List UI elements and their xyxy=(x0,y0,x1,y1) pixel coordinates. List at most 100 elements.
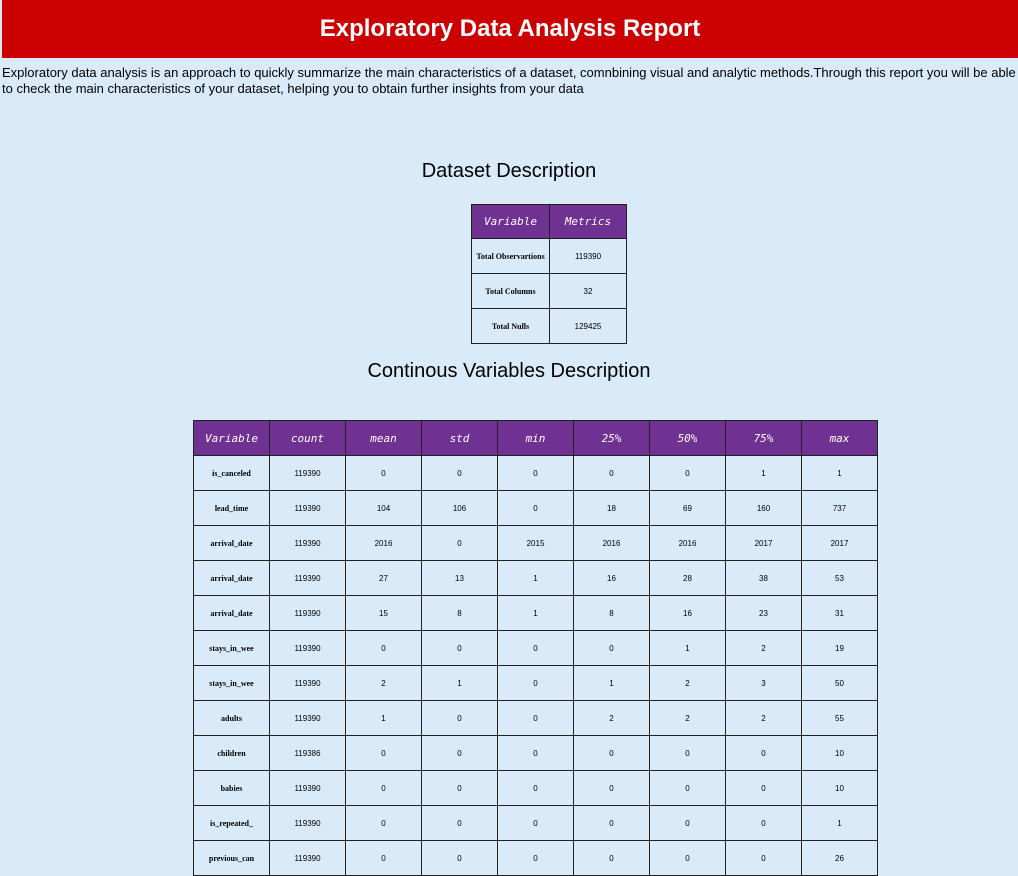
report-title: Exploratory Data Analysis Report xyxy=(2,0,1018,58)
table-row: children 119386 0 0 0 0 0 0 10 xyxy=(193,735,878,771)
stat-value: 119386 xyxy=(269,735,346,771)
stat-value: 13 xyxy=(421,560,498,596)
stat-value: 0 xyxy=(497,840,574,876)
stat-value: 2015 xyxy=(497,525,574,561)
stat-value: 55 xyxy=(801,700,878,736)
stat-value: 0 xyxy=(497,490,574,526)
stat-value: 1 xyxy=(649,630,726,666)
stat-value: 69 xyxy=(649,490,726,526)
table-row: arrival_date 119390 27 13 1 16 28 38 53 xyxy=(193,560,878,596)
stat-value: 3 xyxy=(725,665,802,701)
stat-value: 0 xyxy=(725,840,802,876)
stat-value: 0 xyxy=(345,805,422,841)
stat-value: 0 xyxy=(725,805,802,841)
column-header: 25% xyxy=(573,420,650,456)
variable-name: arrival_date xyxy=(193,595,270,631)
stat-value: 31 xyxy=(801,595,878,631)
stat-value: 1 xyxy=(801,455,878,491)
stat-value: 16 xyxy=(649,595,726,631)
metric-name: Total Observartions xyxy=(471,238,550,274)
variable-name: lead_time xyxy=(193,490,270,526)
table-row: Total Nulls 129425 xyxy=(471,308,627,344)
variable-name: adults xyxy=(193,700,270,736)
table-header-row: Variable count mean std min 25% 50% 75% max xyxy=(193,420,878,456)
stat-value: 1 xyxy=(573,665,650,701)
stat-value: 0 xyxy=(421,770,498,806)
stat-value: 0 xyxy=(649,840,726,876)
stat-value: 23 xyxy=(725,595,802,631)
column-header: std xyxy=(421,420,498,456)
table-row: lead_time 119390 104 106 0 18 69 160 737 xyxy=(193,490,878,526)
stat-value: 119390 xyxy=(269,805,346,841)
stat-value: 8 xyxy=(573,595,650,631)
stat-value: 119390 xyxy=(269,840,346,876)
metric-value: 119390 xyxy=(549,238,627,274)
stat-value: 0 xyxy=(573,455,650,491)
stat-value: 2016 xyxy=(573,525,650,561)
stat-value: 0 xyxy=(573,805,650,841)
stat-value: 119390 xyxy=(269,595,346,631)
stat-value: 0 xyxy=(421,840,498,876)
metric-value: 32 xyxy=(549,273,627,309)
stat-value: 0 xyxy=(497,630,574,666)
stat-value: 0 xyxy=(421,700,498,736)
stat-value: 0 xyxy=(573,735,650,771)
stat-value: 119390 xyxy=(269,700,346,736)
metric-value: 129425 xyxy=(549,308,627,344)
table-row: stays_in_wee 119390 2 1 0 1 2 3 50 xyxy=(193,665,878,701)
stat-value: 2017 xyxy=(725,525,802,561)
stat-value: 0 xyxy=(725,735,802,771)
continuous-variables-table: Variable count mean std min 25% 50% 75% max is_c… xyxy=(193,420,878,876)
table-header-row: Variable Metrics xyxy=(471,204,627,239)
stat-value: 0 xyxy=(421,735,498,771)
stat-value: 1 xyxy=(497,560,574,596)
metric-name: Total Nulls xyxy=(471,308,550,344)
stat-value: 27 xyxy=(345,560,422,596)
stat-value: 0 xyxy=(573,840,650,876)
column-header: Variable xyxy=(193,420,270,456)
table-row: babies 119390 0 0 0 0 0 0 10 xyxy=(193,770,878,806)
table-row: is_canceled 119390 0 0 0 0 0 1 1 xyxy=(193,455,878,491)
column-header: mean xyxy=(345,420,422,456)
stat-value: 0 xyxy=(345,455,422,491)
variable-name: arrival_date xyxy=(193,525,270,561)
continuous-variables-title: Continous Variables Description xyxy=(367,360,651,382)
table-row: stays_in_wee 119390 0 0 0 0 1 2 19 xyxy=(193,630,878,666)
stat-value: 0 xyxy=(421,525,498,561)
stat-value: 0 xyxy=(497,805,574,841)
stat-value: 19 xyxy=(801,630,878,666)
table-row: arrival_date 119390 15 8 1 8 16 23 31 xyxy=(193,595,878,631)
stat-value: 1 xyxy=(725,455,802,491)
stat-value: 53 xyxy=(801,560,878,596)
stat-value: 15 xyxy=(345,595,422,631)
column-header: max xyxy=(801,420,878,456)
variable-name: stays_in_wee xyxy=(193,630,270,666)
stat-value: 119390 xyxy=(269,665,346,701)
stat-value: 2 xyxy=(573,700,650,736)
stat-value: 0 xyxy=(649,805,726,841)
stat-value: 0 xyxy=(649,735,726,771)
column-header: Variable xyxy=(471,204,550,239)
stat-value: 0 xyxy=(497,700,574,736)
table-row: Total Columns 32 xyxy=(471,273,627,309)
variable-name: children xyxy=(193,735,270,771)
column-header: min xyxy=(497,420,574,456)
intro-paragraph: Exploratory data analysis is an approach… xyxy=(2,65,1016,96)
stat-value: 0 xyxy=(345,630,422,666)
stat-value: 0 xyxy=(421,805,498,841)
stat-value: 0 xyxy=(649,770,726,806)
metric-name: Total Columns xyxy=(471,273,550,309)
stat-value: 0 xyxy=(497,770,574,806)
table-row: Total Observartions 119390 xyxy=(471,238,627,274)
variable-name: previous_can xyxy=(193,840,270,876)
stat-value: 1 xyxy=(345,700,422,736)
dataset-description-title: Dataset Description xyxy=(421,160,597,182)
stat-value: 2 xyxy=(725,630,802,666)
stat-value: 106 xyxy=(421,490,498,526)
stat-value: 119390 xyxy=(269,455,346,491)
stat-value: 2 xyxy=(649,700,726,736)
stat-value: 0 xyxy=(421,455,498,491)
column-header: count xyxy=(269,420,346,456)
table-row: adults 119390 1 0 0 2 2 2 55 xyxy=(193,700,878,736)
stat-value: 16 xyxy=(573,560,650,596)
